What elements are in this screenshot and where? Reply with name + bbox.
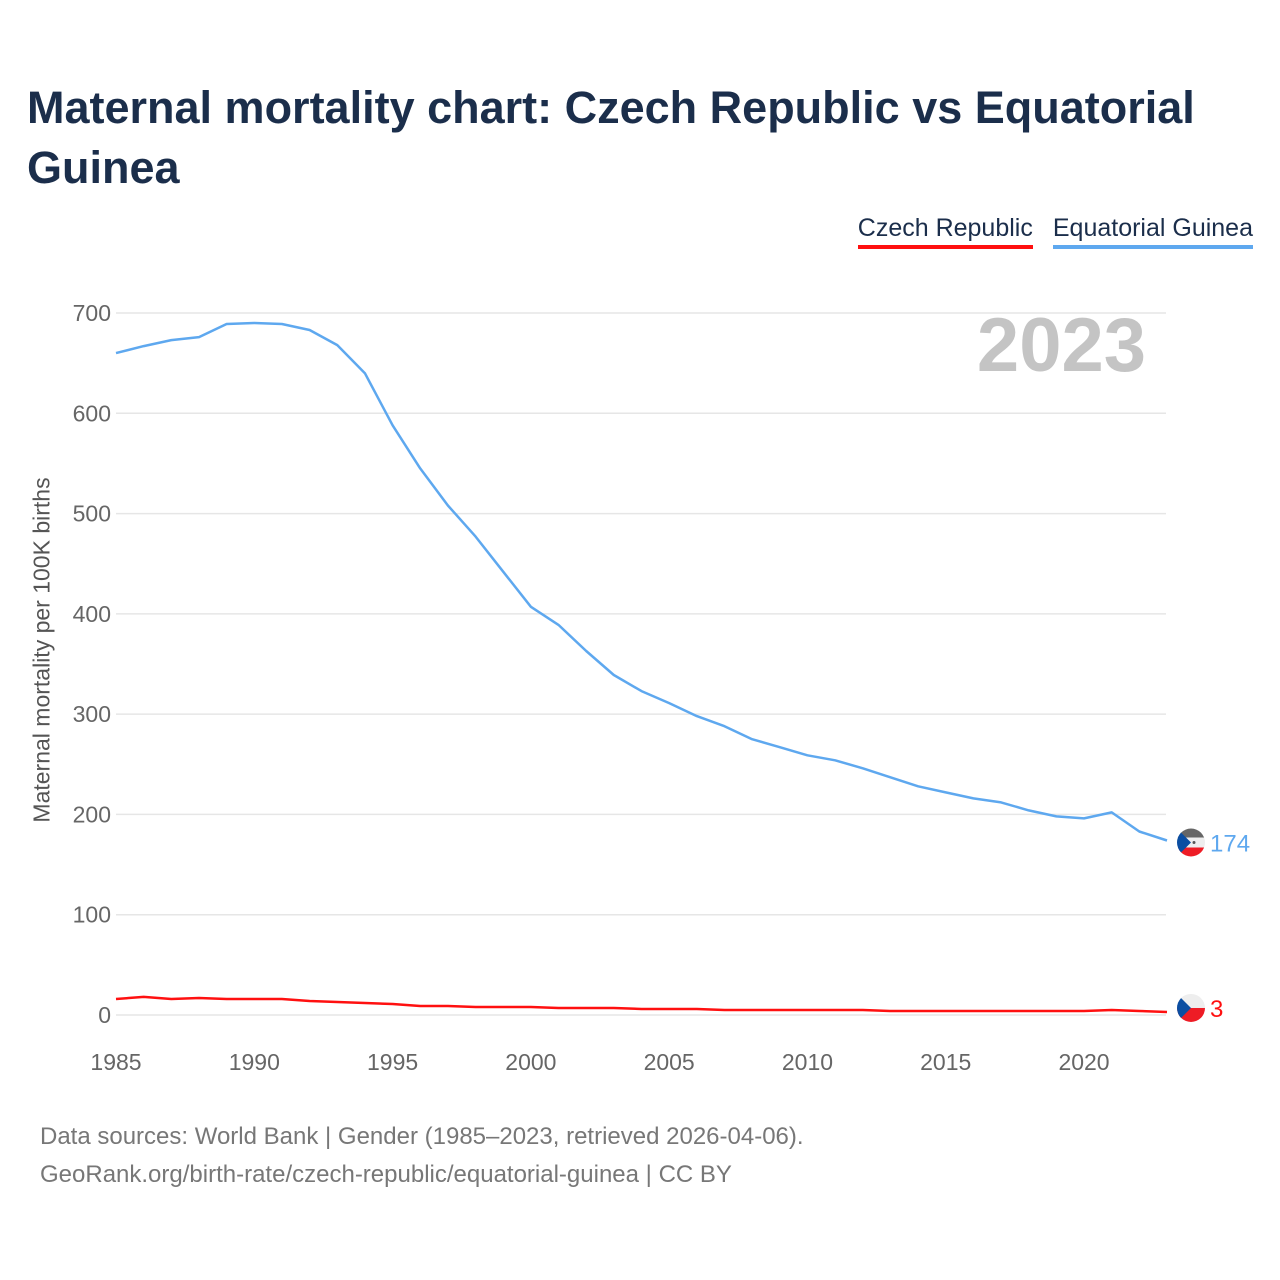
czech-flag-icon [1177, 993, 1205, 1022]
y-tick-label: 100 [73, 902, 111, 928]
source-line-2[interactable]: GeoRank.org/birth-rate/czech-republic/eq… [40, 1161, 732, 1188]
chart-title: Maternal mortality chart: Czech Republic… [27, 82, 1195, 193]
y-tick-label: 0 [98, 1002, 111, 1028]
y-tick-label: 300 [73, 701, 111, 727]
series-line-equatorial-guinea [115, 321, 1168, 842]
legend-equatorial-guinea[interactable]: Equatorial Guinea [1052, 214, 1253, 249]
y-tick-label: 700 [73, 300, 111, 326]
y-tick-label: 500 [73, 501, 111, 527]
legend: Czech Republic Equatorial Guinea [857, 214, 1253, 249]
y-tick-label: 200 [73, 801, 111, 827]
legend-czech-republic[interactable]: Czech Republic [857, 214, 1033, 249]
x-tick-label: 1990 [229, 1049, 280, 1075]
x-tick-label: 2020 [1058, 1049, 1109, 1075]
y-tick-label: 400 [73, 601, 111, 627]
equatorial-guinea-flag-icon [1177, 828, 1205, 857]
source-line-1: Data sources: World Bank | Gender (1985–… [40, 1123, 804, 1150]
end-value-label: 174 [1210, 831, 1250, 858]
year-watermark: 2023 [976, 303, 1146, 388]
y-tick-label: 600 [73, 400, 111, 426]
x-tick-label: 2005 [644, 1049, 695, 1075]
source-note: Data sources: World Bank | Gender (1985–… [40, 1118, 804, 1194]
x-tick-label: 1985 [90, 1049, 141, 1075]
x-tick-label: 1995 [367, 1049, 418, 1075]
x-tick-label: 2015 [920, 1049, 971, 1075]
end-value-label: 3 [1210, 996, 1223, 1023]
series-line-czech-republic [115, 995, 1168, 1014]
x-tick-label: 2010 [782, 1049, 833, 1075]
x-tick-label: 2000 [505, 1049, 556, 1075]
